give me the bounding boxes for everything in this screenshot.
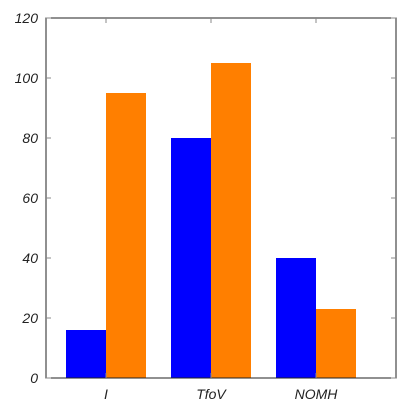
x-tick-label: I bbox=[104, 386, 108, 402]
x-tick-label: NOMH bbox=[295, 386, 339, 402]
y-tick-label: 60 bbox=[22, 190, 38, 206]
x-axis: I TfoV NOMH bbox=[104, 18, 338, 402]
x-tick-label: TfoV bbox=[196, 386, 227, 402]
bar-tfov-series-1 bbox=[171, 138, 211, 378]
y-tick-label: 120 bbox=[15, 10, 39, 26]
bar-nomh-series-1 bbox=[276, 258, 316, 378]
y-tick-label: 80 bbox=[22, 130, 38, 146]
y-tick-label: 100 bbox=[15, 70, 39, 86]
y-tick-label: 20 bbox=[21, 310, 38, 326]
bars-layer bbox=[66, 63, 356, 378]
bar-nomh-series-2 bbox=[316, 309, 356, 378]
y-axis: 0 20 40 60 80 100 120 bbox=[15, 10, 396, 386]
bar-i-series-2 bbox=[106, 93, 146, 378]
y-tick-label: 40 bbox=[22, 250, 38, 266]
bar-i-series-1 bbox=[66, 330, 106, 378]
bar-tfov-series-2 bbox=[211, 63, 251, 378]
y-tick-label: 0 bbox=[30, 370, 38, 386]
